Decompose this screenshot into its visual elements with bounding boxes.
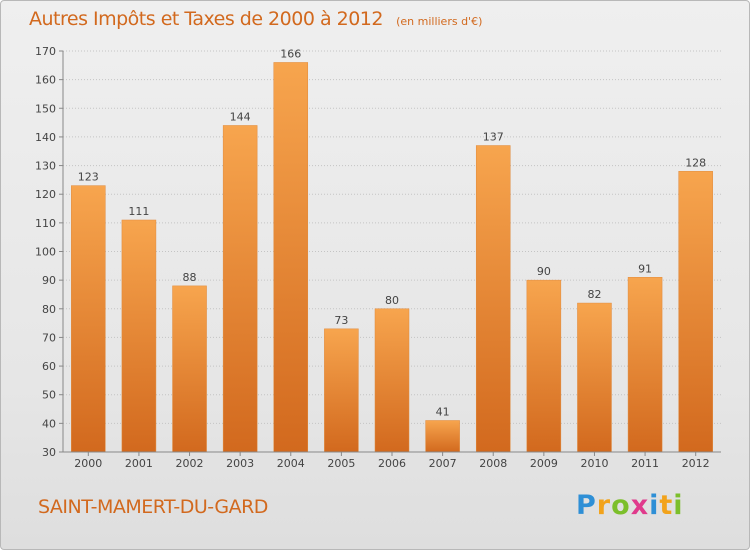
x-tick-label: 2012 [682,457,710,470]
y-tick-label: 80 [42,303,56,316]
data-label: 91 [638,262,652,275]
x-tick-label: 2002 [176,457,204,470]
x-tick-label: 2009 [530,457,558,470]
x-tick-label: 2004 [277,457,305,470]
bar [425,420,460,453]
x-tick-label: 2000 [74,457,102,470]
chart-title: Autres Impôts et Taxes de 2000 à 2012 [29,8,384,30]
data-label: 90 [537,265,551,278]
x-tick-label: 2003 [226,457,254,470]
bars: 123 111 88 144 166 73 80 41 137 90 82 91 128 [71,47,713,453]
location-label: SAINT-MAMERT-DU-GARD [38,496,268,518]
y-tick-label: 120 [35,188,56,201]
y-tick-label: 40 [42,417,56,430]
data-label: 82 [587,288,601,301]
chart-title-block: Autres Impôts et Taxes de 2000 à 2012 (e… [29,8,482,30]
bar [577,302,612,453]
bar [71,185,106,453]
data-label: 137 [483,131,504,144]
y-tick-label: 140 [35,131,56,144]
bar [374,308,410,453]
data-label: 41 [436,405,450,418]
y-tick-label: 160 [35,74,56,87]
logo-letter: P [576,490,597,521]
logo-letter: t [659,490,674,521]
bar [324,328,359,453]
y-tick-label: 100 [35,246,56,259]
bar [273,62,309,453]
y-tick-label: 60 [42,360,56,373]
bar [526,279,562,453]
bar [121,219,157,453]
data-label: 166 [280,47,301,60]
y-tick-label: 130 [35,160,56,173]
bar [627,277,663,453]
x-tick-label: 2011 [631,457,659,470]
chart-subtitle: (en milliers d'€) [396,15,483,28]
data-label: 144 [230,110,251,123]
x-tick-label: 2008 [479,457,507,470]
data-label: 123 [78,171,99,184]
logo-letter: o [611,490,631,521]
data-label: 128 [685,156,706,169]
y-tick-label: 50 [42,389,56,402]
proxiti-logo: Proxiti [576,490,684,521]
data-label: 80 [385,294,399,307]
y-tick-label: 150 [35,102,56,115]
x-tick-label: 2005 [327,457,355,470]
y-tick-label: 70 [42,331,56,344]
bar [172,285,207,453]
x-tick-label: 2006 [378,457,406,470]
y-tick-label: 170 [35,45,56,58]
bar [475,145,511,453]
x-tick-label: 2010 [580,457,608,470]
data-label: 73 [334,314,348,327]
axes: 30 40 50 60 70 80 90 100 110 120 130 140 150 160 170 20… [35,45,721,470]
bar [222,125,258,453]
logo-letter: x [630,490,650,521]
logo-letter: r [596,490,612,521]
logo-letter: i [673,490,684,521]
data-label: 88 [183,271,197,284]
y-tick-label: 110 [35,217,56,230]
bar [678,171,713,453]
logo-letter: i [649,490,660,521]
x-tick-label: 2001 [125,457,153,470]
y-tick-label: 30 [42,446,56,459]
y-tick-label: 90 [42,274,56,287]
data-label: 111 [128,205,149,218]
x-tick-label: 2007 [429,457,457,470]
